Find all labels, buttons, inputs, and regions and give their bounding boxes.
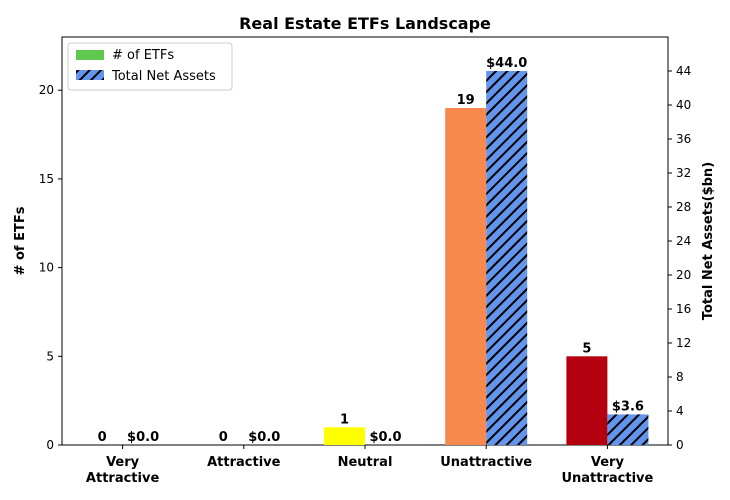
y-right-tick-label: 8 bbox=[676, 370, 684, 384]
y-right-tick-label: 0 bbox=[676, 438, 684, 452]
data-label-etf-count: 0 bbox=[98, 430, 107, 445]
data-label-net-assets: $3.6 bbox=[612, 399, 644, 414]
bar-net-assets bbox=[607, 414, 649, 445]
x-tick-label: Very bbox=[106, 455, 140, 470]
legend-label-etf-count: # of ETFs bbox=[112, 48, 174, 63]
data-label-etf-count: 1 bbox=[340, 412, 349, 427]
y-left-tick-label: 5 bbox=[46, 349, 54, 363]
y-right-tick-label: 28 bbox=[676, 200, 691, 214]
y-left-tick-label: 20 bbox=[39, 83, 54, 97]
bar-etf-count bbox=[445, 107, 487, 446]
x-tick-label: Unattractive bbox=[440, 455, 532, 470]
y-right-tick-label: 12 bbox=[676, 336, 691, 350]
bar-etf-count bbox=[324, 427, 365, 445]
bar-etf-count bbox=[566, 356, 608, 445]
y-right-axis-label: Total Net Assets($bn) bbox=[701, 162, 716, 320]
y-right-tick-label: 24 bbox=[676, 234, 691, 248]
data-label-net-assets: $0.0 bbox=[127, 430, 159, 445]
y-right-tick-label: 44 bbox=[676, 64, 691, 78]
x-tick-label: Very bbox=[591, 455, 625, 470]
data-label-net-assets: $0.0 bbox=[248, 430, 280, 445]
chart-title: Real Estate ETFs Landscape bbox=[239, 14, 491, 33]
data-label-net-assets: $0.0 bbox=[369, 430, 401, 445]
y-right-tick-label: 4 bbox=[676, 404, 684, 418]
bar-net-assets bbox=[486, 71, 528, 445]
y-left-tick-label: 15 bbox=[39, 172, 54, 186]
y-right-tick-label: 16 bbox=[676, 302, 691, 316]
y-right-tick-label: 20 bbox=[676, 268, 691, 282]
legend-swatch-etf-count bbox=[76, 50, 104, 60]
x-tick-label: Neutral bbox=[338, 455, 393, 470]
y-right-tick-label: 40 bbox=[676, 98, 691, 112]
y-left-tick-label: 10 bbox=[39, 261, 54, 275]
data-label-net-assets: $44.0 bbox=[486, 56, 527, 71]
x-tick-label: Attractive bbox=[207, 455, 281, 470]
legend-swatch-net-assets bbox=[76, 70, 104, 80]
legend-box bbox=[67, 42, 233, 91]
data-label-etf-count: 5 bbox=[582, 341, 591, 356]
data-label-etf-count: 19 bbox=[457, 93, 475, 108]
y-right-tick-label: 36 bbox=[676, 132, 691, 146]
legend-label-net-assets: Total Net Assets bbox=[111, 69, 216, 84]
y-left-axis-label: # of ETFs bbox=[13, 206, 28, 275]
x-tick-label: Unattractive bbox=[561, 471, 653, 486]
y-right-tick-label: 32 bbox=[676, 166, 691, 180]
data-label-etf-count: 0 bbox=[219, 430, 228, 445]
y-left-tick-label: 0 bbox=[46, 438, 54, 452]
x-tick-label: Attractive bbox=[86, 471, 160, 486]
